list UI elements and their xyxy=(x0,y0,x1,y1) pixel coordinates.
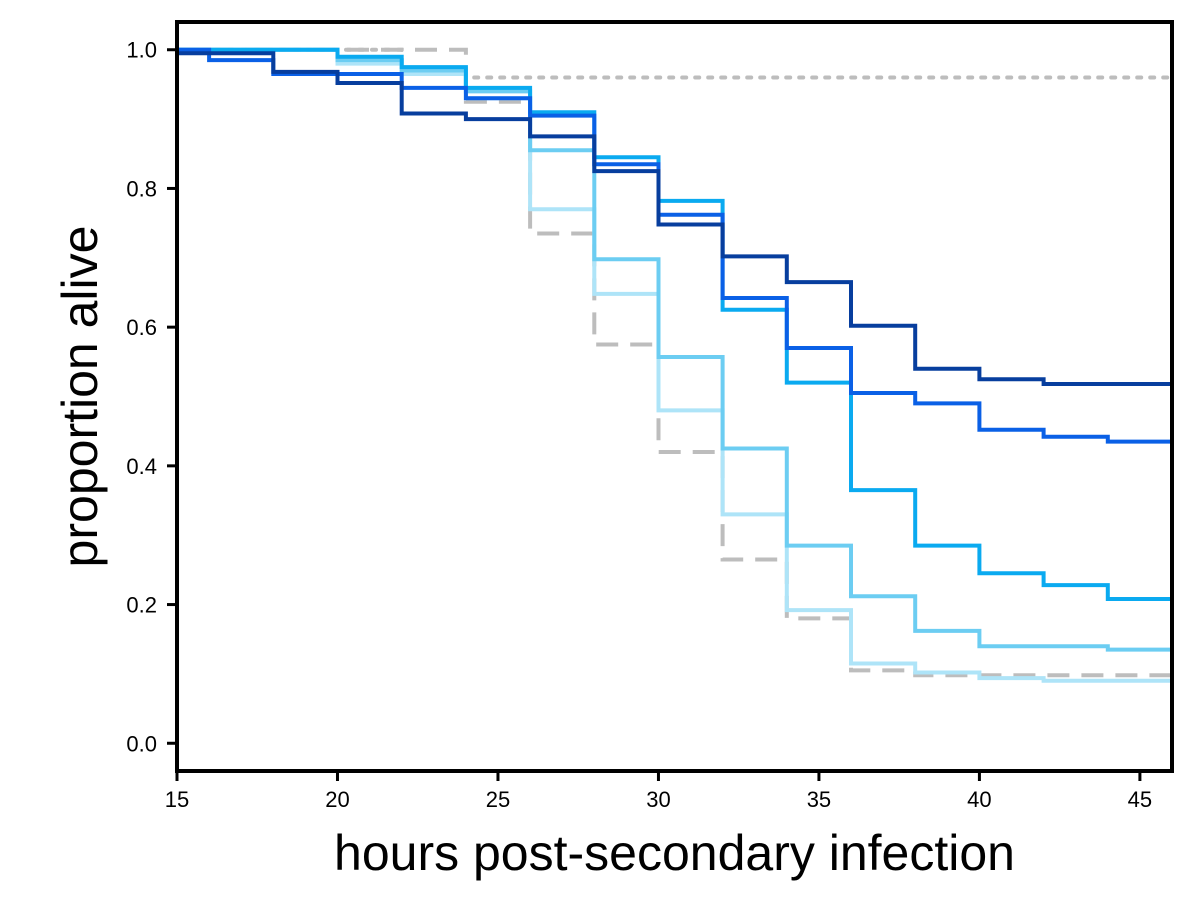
x-tick-label: 25 xyxy=(486,787,510,812)
x-tick-label: 20 xyxy=(325,787,349,812)
y-tick-label: 0.6 xyxy=(126,315,157,340)
x-tick-label: 35 xyxy=(807,787,831,812)
x-tick-label: 40 xyxy=(967,787,991,812)
y-tick-label: 0.8 xyxy=(126,176,157,201)
y-tick-label: 1.0 xyxy=(126,38,157,63)
x-axis: 15 20 25 30 35 40 45 xyxy=(165,771,1152,812)
x-tick-label: 15 xyxy=(165,787,189,812)
series-line-5 xyxy=(177,47,1172,601)
x-tick-label: 30 xyxy=(646,787,670,812)
series-line-4 xyxy=(177,47,1172,652)
series-line-2 xyxy=(177,47,1172,678)
series-line-3 xyxy=(177,47,1172,683)
y-axis-title: proportion alive xyxy=(52,226,108,568)
series-line-6 xyxy=(177,47,1172,444)
x-tick-label: 45 xyxy=(1128,787,1152,812)
y-tick-label: 0.0 xyxy=(126,731,157,756)
y-tick-label: 0.4 xyxy=(126,454,157,479)
plot-frame xyxy=(175,20,1174,773)
series-line-7 xyxy=(177,51,1172,386)
series-layer xyxy=(175,47,1174,683)
x-axis-title: hours post-secondary infection xyxy=(334,825,1015,881)
y-axis: 0.0 0.2 0.4 0.6 0.8 1.0 xyxy=(126,38,177,756)
y-tick-label: 0.2 xyxy=(126,593,157,618)
